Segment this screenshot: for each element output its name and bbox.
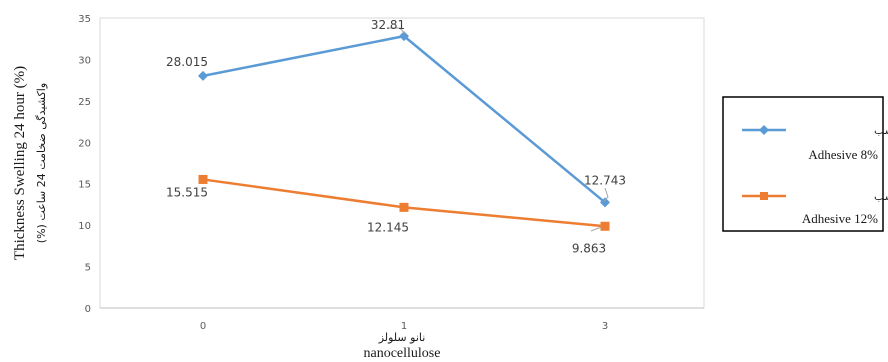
- data-label: 32.81: [371, 18, 405, 32]
- legend-label-adhesive-8-persian: هشت درصد چسب: [874, 124, 888, 137]
- callout-layer: [387, 27, 609, 232]
- data-label: 15.515: [166, 185, 208, 199]
- data-label-callout: [387, 27, 406, 35]
- data-labels: 28.015 32.81 12.743 15.515 12.145 9.863: [166, 18, 626, 255]
- y-tick-label: 15: [78, 180, 91, 191]
- data-label: 28.015: [166, 55, 208, 69]
- y-axis-title-persian: واکشیدگی ضخامت 24 ساعت (%): [35, 83, 48, 243]
- y-tick-label: 5: [85, 263, 91, 274]
- y-tick-label: 25: [78, 97, 91, 108]
- data-label-callout: [603, 187, 609, 202]
- plot-area: [99, 17, 705, 309]
- data-point-marker: [600, 221, 610, 231]
- y-tick-label: 30: [78, 55, 91, 66]
- x-axis-title: nanocellulose: [364, 346, 441, 361]
- y-tick-label: 0: [85, 304, 91, 315]
- data-point-marker: [399, 202, 409, 212]
- x-axis-title-persian: نانو سلولز: [378, 331, 426, 344]
- legend: هشت درصد چسب Adhesive 8% دوازده درصد چسب…: [722, 96, 888, 232]
- legend-marker-adhesive-8: [759, 125, 769, 135]
- legend-label-adhesive-12-persian: دوازده درصد چسب: [874, 190, 888, 203]
- data-point-marker: [198, 70, 208, 81]
- legend-box: [722, 96, 884, 232]
- y-tick-label: 35: [78, 14, 91, 25]
- x-tick-label: 0: [200, 321, 206, 332]
- y-tick-label: 10: [78, 221, 91, 232]
- legend-label-adhesive-12: Adhesive 12%: [802, 211, 878, 226]
- data-label: 9.863: [572, 241, 606, 255]
- series-layer: [198, 31, 610, 231]
- y-axis-title: Thickness Swelling 24 hour (%): [12, 66, 28, 260]
- legend-marker-adhesive-12: [760, 192, 768, 200]
- x-tick-label: 1: [401, 321, 407, 332]
- data-point-marker: [600, 197, 610, 208]
- x-tick-labels: 0 1 3: [200, 321, 608, 332]
- data-label: 12.145: [367, 220, 409, 234]
- y-tick-label: 20: [78, 138, 91, 149]
- data-label: 12.743: [584, 173, 626, 187]
- y-tick-labels: 0 5 10 15 20 25 30 35: [78, 14, 91, 315]
- data-label-callout: [590, 226, 603, 232]
- data-point-marker: [399, 31, 409, 42]
- legend-label-adhesive-8: Adhesive 8%: [808, 147, 878, 162]
- data-point-marker: [198, 174, 208, 184]
- x-tick-label: 3: [602, 321, 608, 332]
